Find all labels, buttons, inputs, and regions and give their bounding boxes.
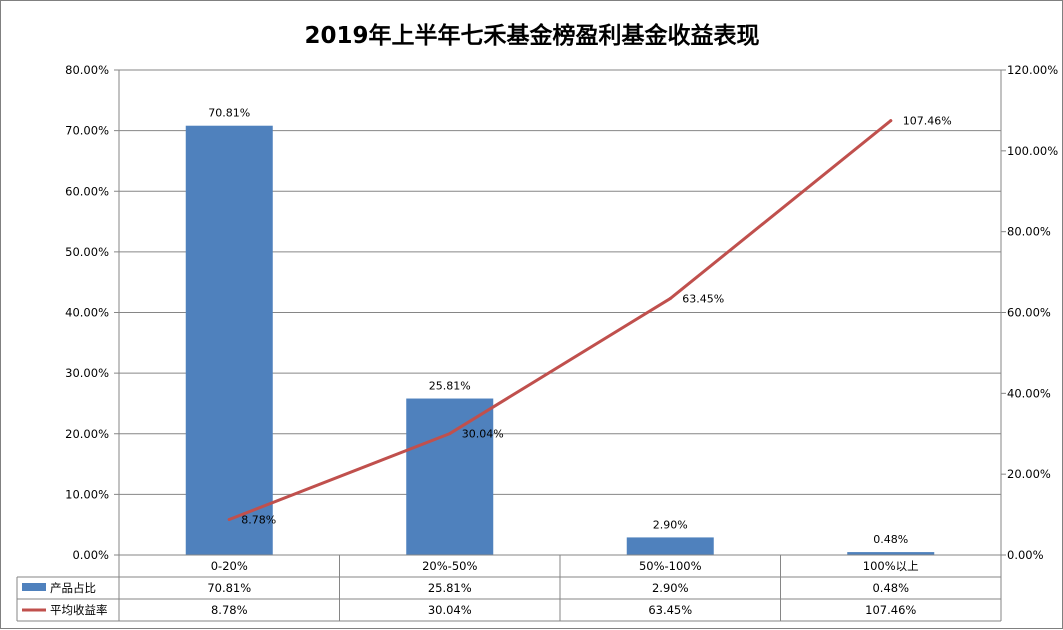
category-label: 100%以上 (863, 559, 919, 573)
bar-series (185, 125, 935, 555)
left-axis-tick-label: 50.00% (65, 245, 109, 259)
left-axis-tick-label: 40.00% (65, 306, 109, 320)
legend-key-bar (22, 583, 46, 591)
axes: 0.00% 10.00% 20.00% 30.00% 40.00% 50.00% 60.00… (65, 63, 1058, 562)
table-cell: 70.81% (207, 581, 251, 595)
right-axis-tick-label: 120.00% (1007, 63, 1058, 77)
bar-data-label: 25.81% (429, 380, 471, 393)
table-cell: 8.78% (211, 603, 248, 617)
category-label: 20%-50% (422, 559, 477, 573)
left-axis-tick-label: 60.00% (65, 184, 109, 198)
bar (185, 125, 273, 555)
right-axis-tick-label: 40.00% (1007, 386, 1051, 400)
right-axis-tick-label: 80.00% (1007, 225, 1051, 239)
line-series (227, 119, 893, 522)
right-axis-tick-label: 20.00% (1007, 467, 1051, 481)
table-cell: 63.45% (648, 603, 692, 617)
category-label: 0-20% (211, 559, 248, 573)
left-axis-tick-label: 80.00% (65, 63, 109, 77)
line-data-label: 8.78% (241, 514, 276, 527)
table-cell: 25.81% (428, 581, 472, 595)
bar-data-label: 2.90% (653, 518, 688, 531)
table-cell: 107.46% (865, 603, 916, 617)
left-axis-tick-label: 10.00% (65, 487, 109, 501)
line-data-label: 30.04% (462, 428, 504, 441)
table-cell: 2.90% (652, 581, 689, 595)
right-axis-tick-label: 0.00% (1007, 548, 1044, 562)
left-axis-tick-label: 0.00% (72, 548, 109, 562)
series-line (227, 119, 893, 522)
table-cell: 0.48% (872, 581, 909, 595)
chart-title: 2019年上半年七禾基金榜盈利基金收益表现 (304, 22, 759, 49)
table-cell: 30.04% (428, 603, 472, 617)
line-point (889, 119, 893, 123)
bar (847, 552, 935, 555)
category-label: 50%-100% (639, 559, 702, 573)
legend-label: 平均收益率 (50, 603, 108, 617)
data-labels: 70.81% 25.81% 2.90% 0.48% 8.78% 30.04% 63.45% 1… (208, 107, 951, 546)
line-point (668, 297, 672, 301)
left-axis-tick-label: 20.00% (65, 427, 109, 441)
line-point (227, 518, 231, 522)
left-axis-tick-label: 30.00% (65, 366, 109, 380)
line-data-label: 63.45% (682, 293, 724, 306)
bar (626, 537, 714, 555)
bar-data-label: 70.81% (208, 107, 250, 120)
bar (406, 398, 494, 555)
left-axis-tick-label: 70.00% (65, 124, 109, 138)
right-axis-tick-label: 100.00% (1007, 144, 1058, 158)
line-point (448, 432, 452, 436)
right-axis-tick-label: 60.00% (1007, 306, 1051, 320)
line-data-label: 107.46% (903, 115, 952, 128)
bar-data-label: 0.48% (873, 533, 908, 546)
legend-label: 产品占比 (50, 581, 96, 595)
